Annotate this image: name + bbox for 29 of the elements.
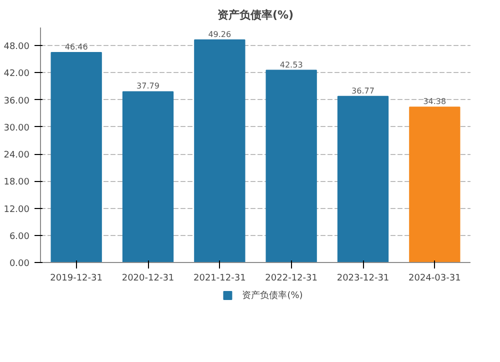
bar bbox=[194, 39, 246, 262]
bar bbox=[266, 70, 317, 262]
bar bbox=[50, 52, 102, 262]
y-tick-label: 36.00 bbox=[4, 96, 30, 106]
bar bbox=[409, 106, 460, 262]
y-tick-label: 24.00 bbox=[4, 150, 30, 161]
x-tick-label: 2021-12-31 bbox=[194, 274, 246, 284]
data-label: 37.79 bbox=[136, 82, 160, 91]
bar bbox=[122, 91, 174, 262]
y-tick-label: 6.00 bbox=[9, 232, 30, 242]
x-tick-label: 2020-12-31 bbox=[122, 274, 174, 284]
data-label: 46.46 bbox=[64, 42, 88, 52]
data-label: 42.53 bbox=[280, 60, 303, 70]
legend-label: 资产负债率(%) bbox=[242, 290, 303, 302]
y-tick-label: 42.00 bbox=[4, 69, 30, 80]
y-tick-label: 48.00 bbox=[4, 42, 30, 52]
data-label: 49.26 bbox=[208, 30, 232, 39]
bar bbox=[337, 96, 389, 262]
y-tick-label: 30.00 bbox=[4, 123, 30, 134]
chart-title: 资产负债率(%) bbox=[217, 8, 294, 22]
x-tick-label: 2022-12-31 bbox=[265, 274, 318, 284]
y-tick-label: 0.00 bbox=[9, 259, 30, 269]
y-tick-label: 18.00 bbox=[4, 178, 30, 188]
data-label: 34.38 bbox=[423, 97, 446, 106]
y-tick-label: 12.00 bbox=[4, 204, 30, 215]
x-tick-label: 2023-12-31 bbox=[336, 274, 390, 284]
x-tick-label: 2024-03-31 bbox=[408, 274, 461, 284]
x-tick-label: 2019-12-31 bbox=[50, 274, 102, 284]
data-label: 36.77 bbox=[352, 86, 374, 96]
